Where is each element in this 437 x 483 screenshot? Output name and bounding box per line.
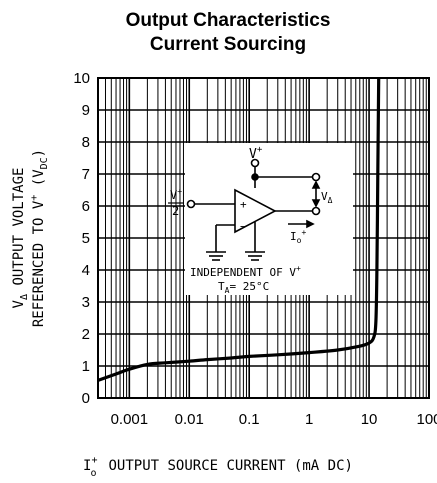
y-tick-label: 5 bbox=[82, 230, 90, 247]
chart-subtitle: Current Sourcing bbox=[150, 34, 306, 55]
y-tick-label: 8 bbox=[82, 134, 90, 151]
input-terminal bbox=[186, 199, 196, 209]
y-tick-label: 0 bbox=[82, 390, 90, 407]
inset-note-temperature: TA= 25°C bbox=[218, 280, 269, 295]
inset-io-label: Io+ bbox=[290, 228, 306, 245]
vplus-terminal bbox=[250, 158, 260, 168]
y-tick-label: 1 bbox=[82, 358, 90, 375]
x-tick-label: 0.01 bbox=[175, 411, 204, 428]
y-axis-label-line1: VΔ OUTPUT VOLTAGE bbox=[11, 168, 30, 309]
y-tick-label: 3 bbox=[82, 294, 90, 311]
op-amp-symbol bbox=[234, 188, 277, 234]
inset-background bbox=[185, 143, 353, 295]
inset-input-denominator: 2 bbox=[172, 204, 179, 218]
x-tick-label: 100 bbox=[416, 411, 437, 428]
series-curve bbox=[97, 77, 381, 382]
op-amp-plus-label: + bbox=[240, 198, 247, 211]
inset-vdelta-label: VΔ bbox=[321, 190, 333, 205]
inset-note-independent: INDEPENDENT OF V+ bbox=[190, 264, 301, 279]
x-axis-label: I+ o OUTPUT SOURCE CURRENT (mA DC) bbox=[83, 455, 353, 479]
x-tick-labels: 0.001 0.01 0.1 1 10 100 bbox=[111, 411, 437, 428]
y-axis-label: VΔ OUTPUT VOLTAGE REFERENCED TO V+ (VDC) bbox=[11, 149, 50, 327]
inset-circuit bbox=[186, 158, 321, 261]
y-tick-label: 2 bbox=[82, 326, 90, 343]
x-tick-label: 10 bbox=[361, 411, 378, 428]
op-amp-minus-label: − bbox=[240, 220, 247, 233]
inset-input-numerator: V+ bbox=[170, 187, 182, 202]
chart-title: Output Characteristics bbox=[126, 10, 331, 31]
x-tick-label: 0.001 bbox=[111, 411, 149, 428]
y-tick-label: 10 bbox=[73, 70, 90, 87]
x-tick-label: 1 bbox=[305, 411, 313, 428]
y-tick-labels: 0 1 2 3 4 5 6 7 8 9 10 bbox=[73, 70, 90, 407]
inset-vplus-label: V+ bbox=[249, 145, 263, 162]
x-tick-label: 0.1 bbox=[239, 411, 260, 428]
plot-frame bbox=[97, 77, 430, 399]
y-tick-label: 6 bbox=[82, 198, 90, 215]
y-tick-label: 4 bbox=[82, 262, 90, 279]
y-axis-label-line2: REFERENCED TO V+ (VDC) bbox=[29, 149, 50, 327]
y-tick-label: 9 bbox=[82, 102, 90, 119]
junction-dot bbox=[251, 173, 259, 181]
y-tick-label: 7 bbox=[82, 166, 90, 183]
